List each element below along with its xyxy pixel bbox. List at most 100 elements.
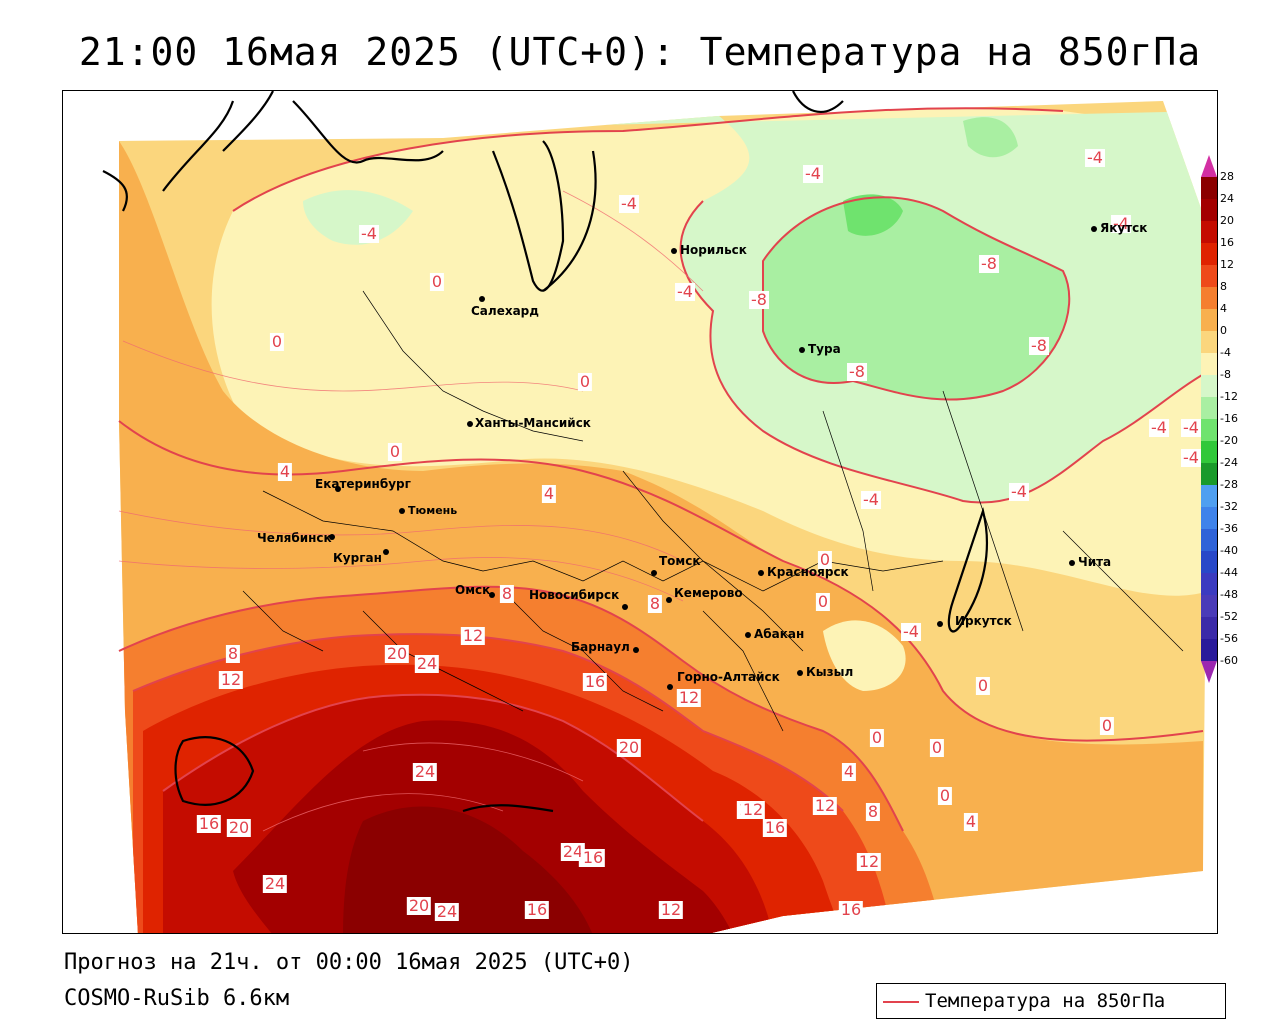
city-name: Тура bbox=[808, 342, 841, 356]
scale-tick-label: -20 bbox=[1220, 434, 1238, 447]
city-label: Салехард bbox=[471, 304, 539, 318]
contour-label: 12 bbox=[812, 796, 838, 815]
scale-swatch bbox=[1201, 441, 1217, 463]
city-name: Кызыл bbox=[806, 665, 854, 679]
legend-label: Температура на 850гПа bbox=[925, 990, 1166, 1012]
city-dot-icon bbox=[329, 533, 335, 540]
contour-label: 0 bbox=[937, 786, 953, 805]
map-title: 21:00 16мая 2025 (UTC+0): Температура на… bbox=[78, 30, 1202, 74]
contour-label: 8 bbox=[225, 644, 241, 663]
city-dot-icon bbox=[671, 247, 677, 254]
city-label: Томск bbox=[659, 554, 701, 568]
scale-swatch bbox=[1201, 199, 1217, 221]
scale-tick-label: 16 bbox=[1220, 236, 1234, 249]
contour-label: 16 bbox=[582, 672, 608, 691]
contour-label: 4 bbox=[963, 812, 979, 831]
contour-label: -4 bbox=[1111, 214, 1131, 233]
scale-swatch bbox=[1201, 595, 1217, 617]
scale-swatch bbox=[1201, 177, 1217, 199]
contour-label: -4 bbox=[1149, 418, 1169, 437]
city-marker: Норильск bbox=[671, 244, 747, 256]
city-marker: Чита bbox=[1069, 556, 1111, 568]
city-name: Тюмень bbox=[408, 504, 458, 517]
scale-swatch bbox=[1201, 639, 1217, 661]
contour-label: 20 bbox=[226, 818, 252, 837]
scale-tick-label: 20 bbox=[1220, 214, 1234, 227]
city-marker bbox=[335, 482, 344, 494]
contour-label: 0 bbox=[269, 332, 285, 351]
city-marker: Тюмень bbox=[399, 504, 457, 517]
forecast-caption: Прогноз на 21ч. от 00:00 16мая 2025 (UTC… bbox=[64, 950, 634, 975]
scale-top-arrow-icon bbox=[1201, 155, 1217, 177]
city-marker: Абакан bbox=[745, 628, 804, 640]
scale-tick-label: -44 bbox=[1220, 566, 1238, 579]
contour-label: 8 bbox=[499, 584, 515, 603]
city-marker: Кызыл bbox=[797, 666, 853, 678]
city-marker: Тура bbox=[799, 343, 841, 355]
contour-label: -8 bbox=[979, 254, 999, 273]
scale-swatch bbox=[1201, 529, 1217, 551]
contour-label: 12 bbox=[740, 800, 766, 819]
scale-tick-label: 8 bbox=[1220, 280, 1227, 293]
city-marker bbox=[479, 292, 488, 304]
city-label: Ханты-Мансийск bbox=[475, 416, 591, 430]
contour-label: 16 bbox=[524, 900, 550, 919]
city-dot-icon bbox=[937, 620, 943, 627]
city-label: Барнаул bbox=[571, 640, 630, 654]
scale-swatch bbox=[1201, 551, 1217, 573]
scale-tick-label: -52 bbox=[1220, 610, 1238, 623]
contour-label: -4 bbox=[1181, 448, 1201, 467]
city-label: Кемерово bbox=[674, 586, 743, 600]
contour-label: 24 bbox=[434, 902, 460, 921]
city-name: Чита bbox=[1078, 555, 1112, 569]
contour-label: -8 bbox=[1029, 336, 1049, 355]
color-scale bbox=[1201, 155, 1217, 683]
city-marker: Красноярск bbox=[758, 566, 849, 578]
scale-swatch bbox=[1201, 573, 1217, 595]
contour-label: 20 bbox=[616, 738, 642, 757]
model-caption: COSMO-RuSib 6.6км bbox=[64, 986, 290, 1011]
city-marker bbox=[633, 643, 642, 655]
contour-label: 12 bbox=[856, 852, 882, 871]
scale-swatch bbox=[1201, 243, 1217, 265]
city-name: Абакан bbox=[754, 627, 805, 641]
city-label: Новосибирск bbox=[529, 588, 620, 602]
contour-label: -8 bbox=[749, 290, 769, 309]
city-label: Екатеринбург bbox=[315, 477, 411, 491]
city-label: Челябинск bbox=[257, 531, 332, 545]
city-dot-icon bbox=[335, 485, 341, 492]
scale-tick-label: -56 bbox=[1220, 632, 1238, 645]
scale-swatch bbox=[1201, 353, 1217, 375]
city-dot-icon bbox=[399, 507, 405, 514]
scale-swatch bbox=[1201, 309, 1217, 331]
city-dot-icon bbox=[797, 669, 803, 676]
scale-tick-label: -32 bbox=[1220, 500, 1238, 513]
contour-label: -4 bbox=[675, 282, 695, 301]
scale-swatch bbox=[1201, 463, 1217, 485]
contour-label: 20 bbox=[384, 644, 410, 663]
scale-tick-label: -36 bbox=[1220, 522, 1238, 535]
scale-swatch bbox=[1201, 331, 1217, 353]
city-dot-icon bbox=[651, 569, 657, 576]
legend-line-icon bbox=[883, 1001, 919, 1003]
contour-label: 16 bbox=[838, 900, 864, 919]
city-marker bbox=[622, 600, 631, 612]
city-dot-icon bbox=[799, 346, 805, 353]
contour-label: 8 bbox=[865, 802, 881, 821]
contour-label: 0 bbox=[577, 372, 593, 391]
city-dot-icon bbox=[489, 591, 495, 598]
scale-tick-label: 28 bbox=[1220, 170, 1234, 183]
map-graphic bbox=[102, 91, 1210, 933]
scale-tick-label: -40 bbox=[1220, 544, 1238, 557]
contour-label: 0 bbox=[429, 272, 445, 291]
contour-label: 0 bbox=[869, 728, 885, 747]
temperature-map: -4 -4 -4 -4 -4 -8 -8 -8 -8 -4 0 0 0 0 -4… bbox=[62, 90, 1218, 934]
contour-label: 16 bbox=[580, 848, 606, 867]
city-marker bbox=[489, 588, 498, 600]
contour-label: 0 bbox=[975, 676, 991, 695]
contour-label: -4 bbox=[1181, 418, 1201, 437]
scale-tick-label: -60 bbox=[1220, 654, 1238, 667]
city-dot-icon bbox=[1069, 559, 1075, 566]
scale-bottom-arrow-icon bbox=[1201, 661, 1217, 683]
city-dot-icon bbox=[467, 420, 473, 427]
